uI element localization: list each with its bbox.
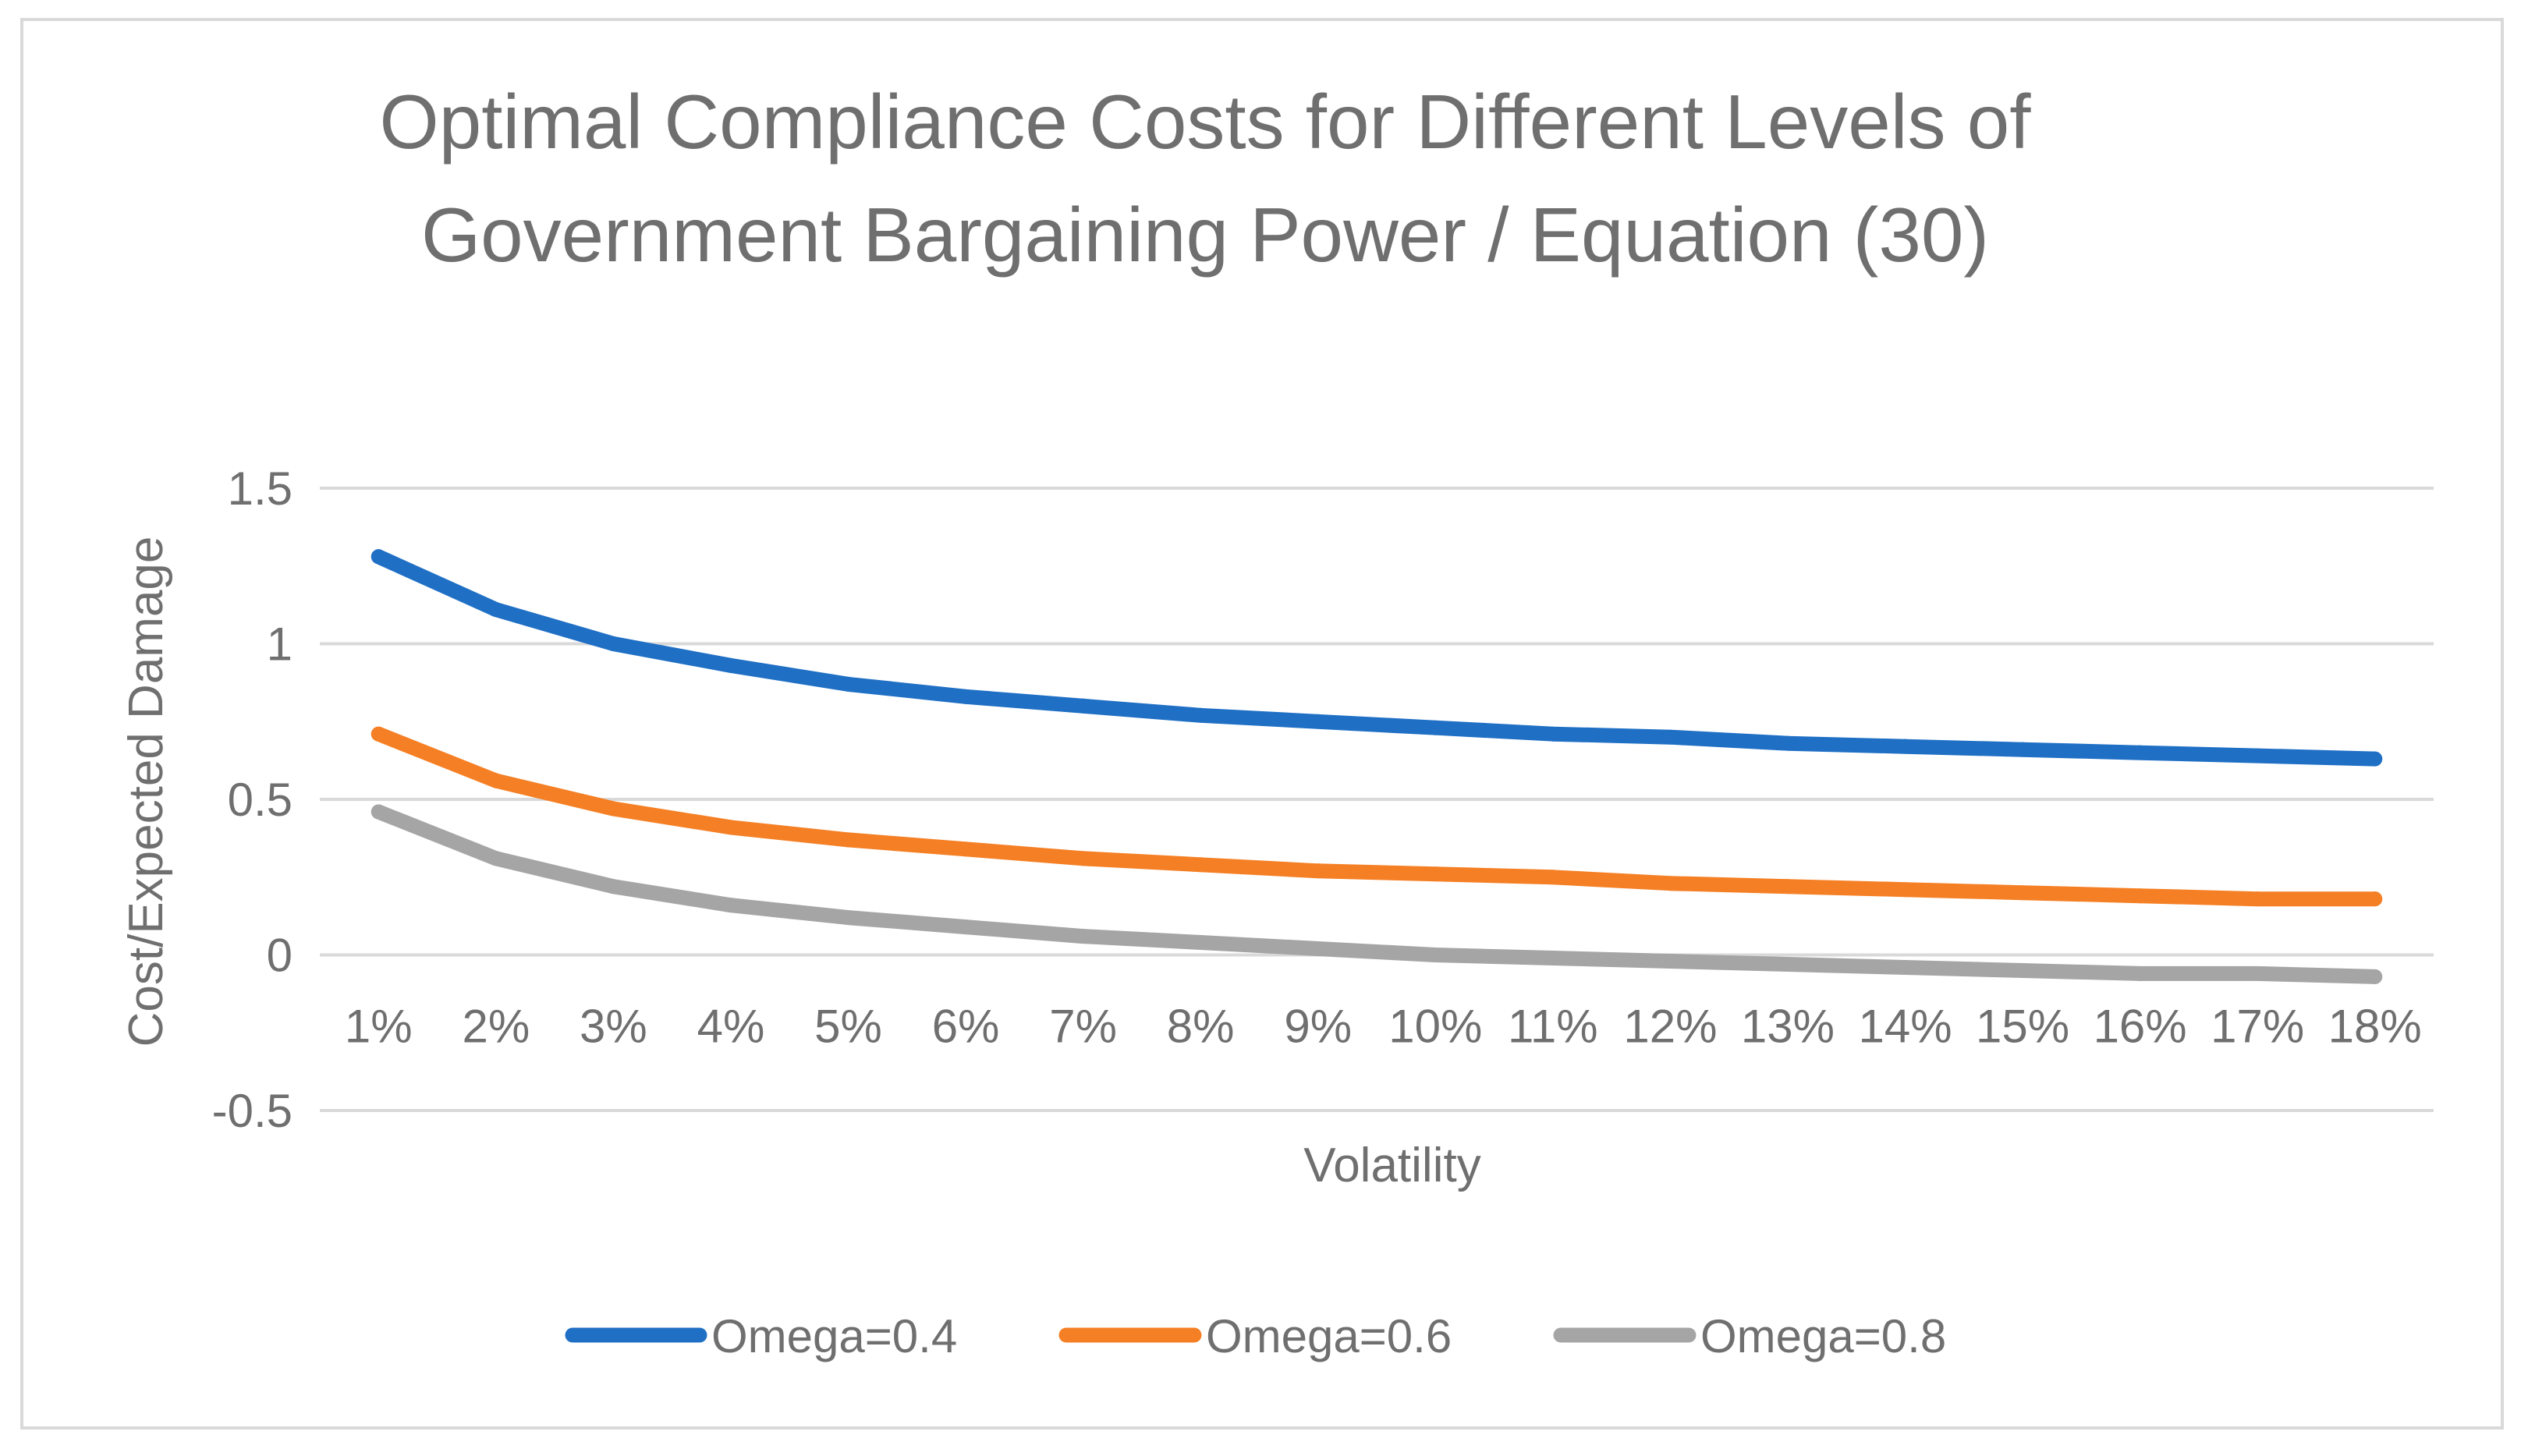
x-tick-label: 15% <box>1976 1001 2069 1053</box>
series-1-point <box>1662 729 1678 745</box>
series-1-point <box>2133 745 2148 760</box>
x-tick-label: 2% <box>462 1001 530 1053</box>
series-1-point <box>2015 742 2030 757</box>
series-1-point <box>605 636 621 651</box>
x-tick-label: 13% <box>1741 1001 1835 1053</box>
series-1-point <box>1193 707 1208 723</box>
x-tick-label: 4% <box>697 1001 765 1053</box>
series-2-point <box>841 832 856 848</box>
series-1-point <box>723 657 739 673</box>
series-1-point <box>371 549 386 565</box>
y-tick-label: 1 <box>267 618 293 671</box>
series-2-point <box>1898 882 1913 898</box>
series-3-point <box>723 898 739 913</box>
series-3-point <box>2133 965 2148 981</box>
series-2-point <box>1662 876 1678 891</box>
series-2-point <box>1780 879 1796 895</box>
series-1-point <box>1427 720 1443 735</box>
series-2-point <box>1076 851 1091 866</box>
x-tick-label: 1% <box>345 1001 413 1053</box>
series-2-point <box>1545 870 1561 885</box>
series-line-1 <box>371 549 2383 767</box>
series-3-point <box>2250 965 2265 981</box>
legend: Omega=0.4 Omega=0.6 Omega=0.8 <box>565 1310 1946 1362</box>
series-3-point <box>841 910 856 926</box>
x-tick-label: 17% <box>2211 1001 2304 1053</box>
series-3-point <box>1427 948 1443 962</box>
x-tick-label: 6% <box>932 1001 1000 1053</box>
series-1-point <box>841 676 856 692</box>
series-2-point <box>2250 891 2265 907</box>
x-tick-label: 3% <box>580 1001 647 1053</box>
series-2-point <box>2367 891 2383 907</box>
x-tick-label: 5% <box>814 1001 882 1053</box>
y-tick-label: -0.5 <box>212 1085 293 1137</box>
series-line-2 <box>371 726 2383 907</box>
chart-title-line-2: Government Bargaining Power / Equation (… <box>421 192 1989 278</box>
series-2-point <box>1310 863 1326 879</box>
x-tick-label: 7% <box>1049 1001 1117 1053</box>
series-1-point <box>488 602 504 618</box>
x-tick-label: 16% <box>2094 1001 2187 1053</box>
series-1-point <box>1780 735 1796 751</box>
series-3-point <box>1076 929 1091 944</box>
series-3-point <box>605 879 621 895</box>
y-tick-label: 1.5 <box>228 462 293 515</box>
x-tick-label: 11% <box>1508 1001 1598 1053</box>
series-lines <box>371 549 2383 984</box>
series-3-point <box>1780 956 1796 972</box>
series-2-point <box>488 773 504 788</box>
x-axis-label: Volatility <box>1303 1139 1480 1192</box>
series-3-point <box>2015 962 2030 978</box>
series-1-point <box>2367 751 2383 767</box>
x-tick-label: 10% <box>1388 1001 1482 1053</box>
series-3-point <box>1898 959 1913 975</box>
series-3-point <box>958 919 973 935</box>
y-axis-tick-labels: -0.5 0 0.5 1 1.5 <box>212 462 293 1137</box>
series-1-point <box>2250 748 2265 763</box>
x-tick-label: 8% <box>1167 1001 1235 1053</box>
y-tick-label: 0.5 <box>228 774 293 826</box>
series-1-point <box>958 689 973 704</box>
x-axis-tick-labels: 1% 2% 3% 4% 5% 6% 7% 8% 9% 10% 11% 12% 13% 14% 15% 16% 1… <box>345 1001 2422 1053</box>
series-3-point <box>1545 950 1561 965</box>
series-2-point <box>371 726 386 742</box>
series-3-point <box>2367 969 2383 984</box>
series-3-point <box>371 804 386 820</box>
series-3-point <box>1310 941 1326 957</box>
x-tick-label: 9% <box>1284 1001 1352 1053</box>
series-3-point <box>1193 935 1208 951</box>
series-1-point <box>1310 714 1326 729</box>
y-tick-label: 0 <box>267 930 293 982</box>
series-1-point <box>1076 698 1091 714</box>
series-2-point <box>2133 888 2148 904</box>
series-2-point <box>605 801 621 817</box>
legend-label-1: Omega=0.4 <box>711 1310 957 1362</box>
series-line-3 <box>371 804 2383 984</box>
chart-title-line-1: Optimal Compliance Costs for Different L… <box>380 79 2032 165</box>
series-3-point <box>488 851 504 866</box>
y-axis-label: Cost/Expected Damage <box>119 537 173 1047</box>
legend-label-3: Omega=0.8 <box>1700 1310 1946 1362</box>
series-2-point <box>723 820 739 835</box>
x-tick-label: 14% <box>1858 1001 1952 1053</box>
x-tick-label: 18% <box>2328 1001 2422 1053</box>
series-2-point <box>1427 866 1443 882</box>
x-tick-label: 12% <box>1623 1001 1717 1053</box>
series-1-point <box>1898 739 1913 754</box>
series-2-point <box>1193 857 1208 873</box>
series-3-point <box>1662 953 1678 969</box>
legend-label-2: Omega=0.6 <box>1206 1310 1452 1362</box>
series-1-point <box>1545 726 1561 742</box>
series-2-point <box>2015 885 2030 901</box>
series-2-point <box>958 841 973 857</box>
